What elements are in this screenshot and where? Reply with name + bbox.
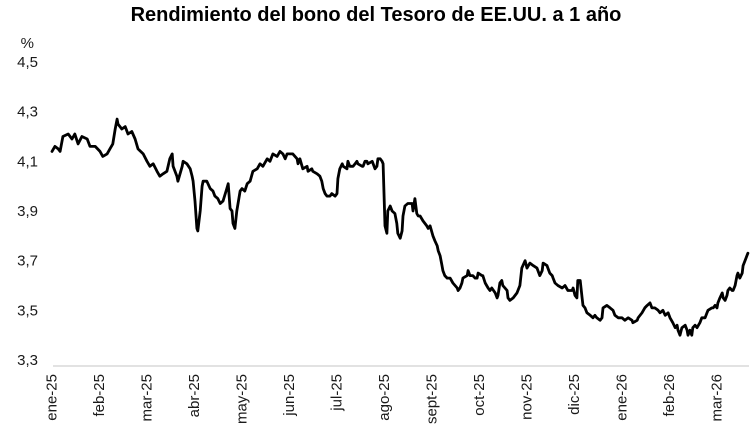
y-tick-label: 3,3 bbox=[17, 352, 38, 369]
y-tick-label: 4,5 bbox=[17, 54, 38, 71]
yield-line-series bbox=[50, 117, 750, 337]
x-tick-label: sept-25 bbox=[424, 374, 441, 424]
y-tick-label: 3,7 bbox=[17, 253, 38, 270]
x-tick-label: may-25 bbox=[234, 374, 251, 424]
x-tick-label: mar-25 bbox=[139, 374, 156, 422]
x-tick-label: abr-25 bbox=[186, 374, 203, 417]
x-tick-label: feb-25 bbox=[91, 374, 108, 417]
x-tick-label: ago-25 bbox=[376, 374, 393, 421]
x-tick-label: jun-25 bbox=[281, 374, 298, 417]
y-tick-label: 4,1 bbox=[17, 153, 38, 170]
y-tick-label: 4,3 bbox=[17, 104, 38, 121]
y-tick-label: 3,9 bbox=[17, 203, 38, 220]
x-tick-label: mar-26 bbox=[709, 374, 726, 422]
y-axis-unit-label: % bbox=[20, 35, 34, 52]
y-tick-label: 3,5 bbox=[17, 302, 38, 319]
x-tick-label: ene-25 bbox=[44, 374, 61, 421]
x-tick-label: jul-25 bbox=[329, 374, 346, 412]
chart-title: Rendimiento del bono del Tesoro de EE.UU… bbox=[130, 4, 622, 26]
x-tick-label: feb-26 bbox=[661, 374, 678, 417]
x-tick-label: dic-25 bbox=[566, 374, 583, 415]
x-tick-label: nov-25 bbox=[519, 374, 536, 420]
x-tick-label: ene-26 bbox=[614, 374, 631, 421]
x-tick-label: oct-25 bbox=[471, 374, 488, 416]
